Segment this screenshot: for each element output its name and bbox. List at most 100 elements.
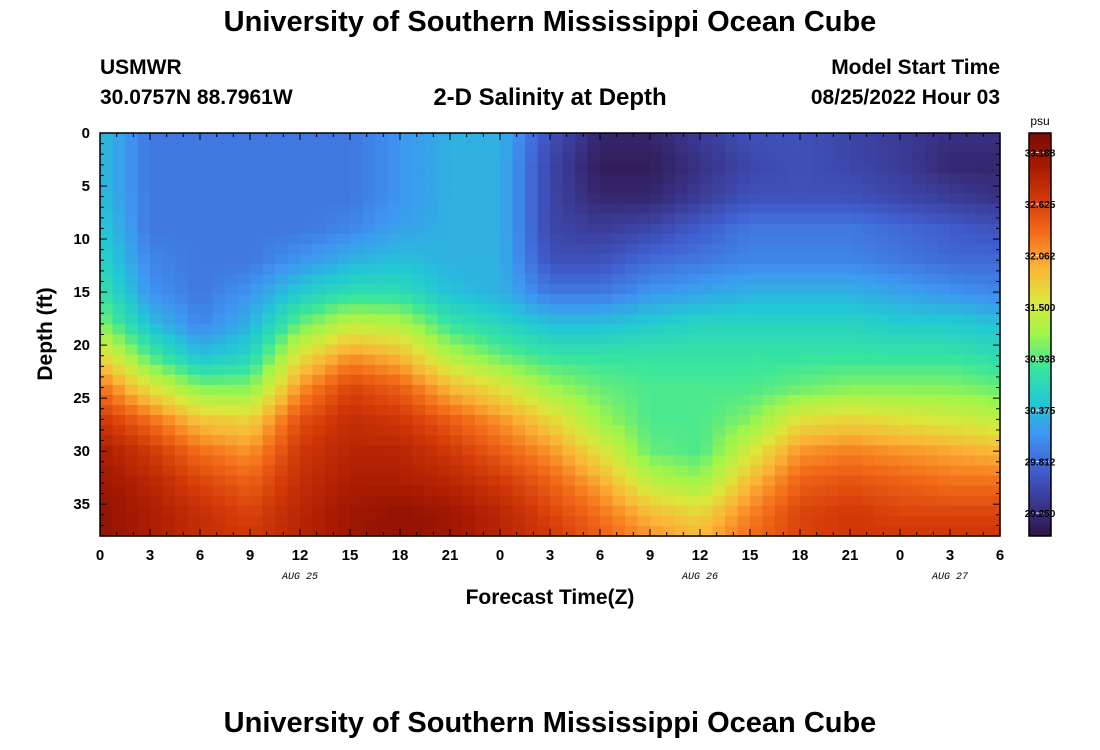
heatmap-cell [712, 163, 726, 174]
heatmap-cell [400, 173, 414, 184]
heatmap-cell [512, 294, 526, 305]
heatmap-cell [525, 314, 539, 326]
heatmap-cell [712, 384, 726, 396]
heatmap-cell [362, 425, 376, 436]
heatmap-cell [437, 364, 451, 376]
heatmap-cell [300, 475, 314, 487]
heatmap-cell [175, 354, 189, 366]
heatmap-cell [750, 193, 764, 205]
heatmap-cell [687, 354, 701, 366]
heatmap-cell [637, 485, 651, 497]
heatmap-cell [650, 193, 664, 205]
heatmap-cell [900, 274, 914, 285]
heatmap-cell [100, 415, 114, 426]
heatmap-cell [775, 173, 789, 184]
heatmap-cell [862, 384, 876, 396]
heatmap-cell [550, 263, 564, 275]
heatmap-cell [287, 485, 301, 497]
heatmap-cell [425, 203, 439, 215]
heatmap-cell [275, 143, 289, 154]
heatmap-cell [225, 243, 239, 255]
heatmap-cell [825, 495, 839, 507]
heatmap-cell [337, 525, 351, 537]
heatmap-cell [962, 193, 976, 205]
heatmap-cell [925, 374, 939, 386]
heatmap-cell [987, 324, 1001, 336]
heatmap-cell [337, 515, 351, 527]
heatmap-cell [937, 455, 951, 467]
heatmap-cell [525, 143, 539, 154]
heatmap-cell [925, 415, 939, 426]
heatmap-cell [575, 163, 589, 174]
heatmap-cell [312, 505, 326, 517]
heatmap-cell [825, 263, 839, 275]
heatmap-cell [887, 143, 901, 154]
heatmap-cell [975, 515, 989, 527]
heatmap-cell [462, 173, 476, 184]
heatmap-cell [287, 143, 301, 154]
heatmap-cell [975, 525, 989, 537]
heatmap-cell [137, 344, 151, 356]
heatmap-cell [475, 405, 489, 416]
heatmap-cell [850, 133, 864, 144]
heatmap-cell [125, 515, 139, 527]
heatmap-cell [762, 223, 776, 235]
heatmap-cell [550, 475, 564, 487]
heatmap-cell [325, 415, 339, 426]
heatmap-cell [537, 415, 551, 426]
heatmap-cell [900, 213, 914, 225]
heatmap-cell [100, 153, 114, 164]
heatmap-cell [175, 415, 189, 426]
heatmap-cell [437, 475, 451, 487]
heatmap-cell [350, 425, 364, 436]
heatmap-cell [937, 314, 951, 326]
heatmap-cell [412, 304, 426, 315]
heatmap-cell [337, 163, 351, 174]
heatmap-cell [312, 435, 326, 446]
heatmap-cell [925, 314, 939, 326]
heatmap-cell [887, 213, 901, 225]
heatmap-cell [337, 263, 351, 275]
heatmap-cell [900, 425, 914, 436]
heatmap-cell [725, 304, 739, 315]
heatmap-cell [912, 203, 926, 215]
heatmap-cell [537, 475, 551, 487]
heatmap-cell [250, 455, 264, 467]
heatmap-cell [537, 213, 551, 225]
heatmap-cell [662, 485, 676, 497]
heatmap-cell [237, 263, 251, 275]
heatmap-cell [362, 233, 376, 245]
heatmap-cell [125, 143, 139, 154]
heatmap-cell [262, 213, 276, 225]
heatmap-cell [187, 394, 201, 406]
heatmap-cell [925, 153, 939, 164]
heatmap-cell [962, 173, 976, 184]
heatmap-cell [350, 374, 364, 386]
heatmap-cell [350, 495, 364, 507]
heatmap-cell [900, 233, 914, 245]
heatmap-cell [600, 405, 614, 416]
heatmap-cell [575, 253, 589, 265]
heatmap-cell [687, 455, 701, 467]
heatmap-cell [475, 415, 489, 426]
heatmap-cell [287, 243, 301, 255]
heatmap-cell [250, 495, 264, 507]
heatmap-cell [212, 485, 226, 497]
heatmap-cell [225, 475, 239, 487]
heatmap-cell [887, 465, 901, 477]
heatmap-cell [250, 525, 264, 537]
heatmap-cell [387, 304, 401, 315]
heatmap-cell [400, 203, 414, 215]
heatmap-cell [962, 253, 976, 265]
heatmap-cell [862, 354, 876, 366]
heatmap-cell [475, 505, 489, 517]
heatmap-cell [750, 344, 764, 356]
heatmap-cell [275, 243, 289, 255]
heatmap-cell [975, 485, 989, 497]
heatmap-cell [462, 425, 476, 436]
heatmap-cell [162, 364, 176, 376]
heatmap-cell [350, 163, 364, 174]
heatmap-cell [162, 304, 176, 315]
heatmap-cell [787, 213, 801, 225]
heatmap-cell [850, 405, 864, 416]
